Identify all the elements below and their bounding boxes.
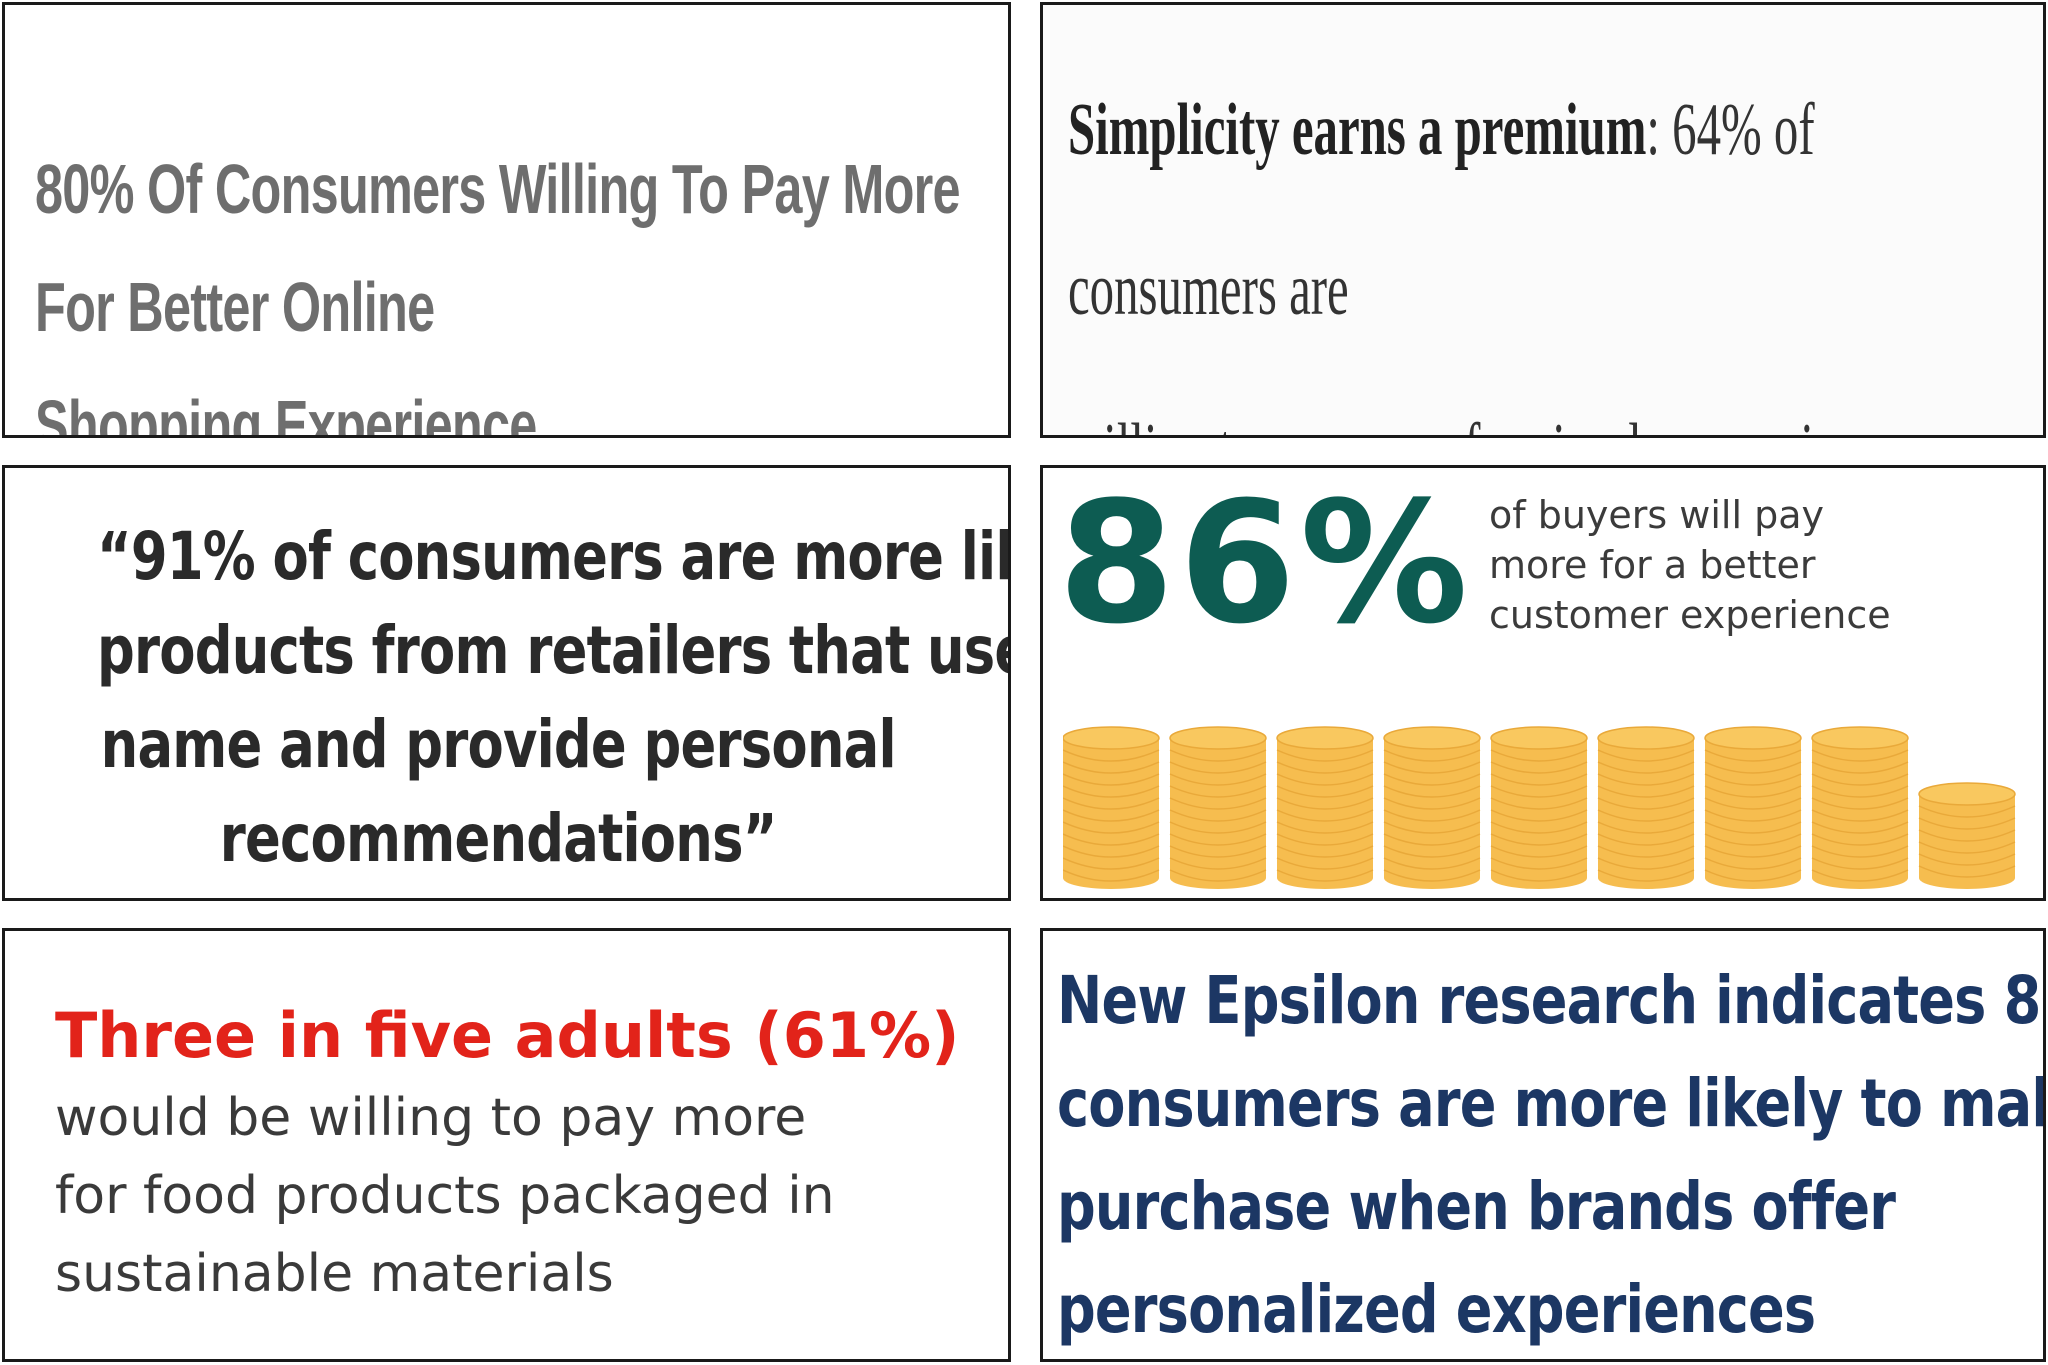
stat-panel-online-shopping: 80% Of Consumers Willing To Pay More For… [2,2,1011,438]
sustainable-line-3: sustainable materials [55,1244,614,1304]
personalization-quote: “91% of consumers are more likely to buy… [97,510,1008,886]
coin-stack [1169,726,1267,889]
sustainable-line-1: would be willing to pay more [55,1088,807,1148]
epsilon-research-quote: New Epsilon research indicates 80% of co… [1057,949,2046,1359]
coin-stack [1597,726,1695,889]
simplicity-quote: Simplicity earns a premium: 64% of consu… [1068,50,2025,435]
customer-experience-line-2: more for a better [1489,543,1816,587]
customer-experience-description: of buyers will pay more for a better cus… [1489,490,1891,640]
simplicity-line-1-rest: : 64% of consumers are [1068,89,1815,331]
online-shopping-line-2: Shopping Experience [35,386,537,438]
personalization-line-2: products from retailers that use their [97,612,1008,689]
personalization-line-4: recommendations” [219,800,778,877]
coin-stacks-graphic [1063,726,2016,889]
stat-panel-simplicity: Simplicity earns a premium: 64% of consu… [1040,2,2046,438]
customer-experience-line-1: of buyers will pay [1489,493,1825,537]
personalization-line-1: “91% of consumers are more likely to buy [97,518,1008,595]
stat-86-percent: 86% [1058,465,1473,661]
sustainable-headline: Three in five adults (61%) [55,999,960,1072]
sustainable-body: would be willing to pay more for food pr… [55,1079,835,1313]
personalization-line-3: name and provide personal [100,706,897,783]
epsilon-line-4: personalized experiences [1057,1271,1816,1348]
epsilon-line-3: purchase when brands offer [1057,1168,1896,1245]
epsilon-line-1: New Epsilon research indicates 80% of [1057,962,2043,1039]
customer-experience-line-3: customer experience [1489,593,1891,637]
stat-panel-epsilon-research: New Epsilon research indicates 80% of co… [1040,928,2046,1362]
stat-panel-sustainable-packaging: Three in five adults (61%) would be will… [2,928,1011,1362]
coin-stack [1063,726,1160,889]
simplicity-line-2: willing to pay more for simpler experien… [1068,370,2025,435]
simplicity-bold-lead: Simplicity earns a premium [1068,89,1647,171]
epsilon-line-2: consumers are more likely to make a [1057,1065,2046,1142]
stat-panel-personalization-91: “91% of consumers are more likely to buy… [2,465,1011,901]
stat-panel-customer-experience: 86% of buyers will pay more for a better… [1040,465,2046,901]
coin-stack [1490,726,1588,889]
coin-stack [1276,726,1374,889]
coin-stack [1918,782,2016,889]
coin-stack [1704,726,1802,889]
sustainable-line-2: for food products packaged in [55,1166,835,1226]
online-shopping-line-1: 80% Of Consumers Willing To Pay More For… [35,150,961,346]
coin-stack [1811,726,1909,889]
online-shopping-quote: 80% Of Consumers Willing To Pay More For… [35,130,1000,438]
coin-stack [1383,726,1481,889]
